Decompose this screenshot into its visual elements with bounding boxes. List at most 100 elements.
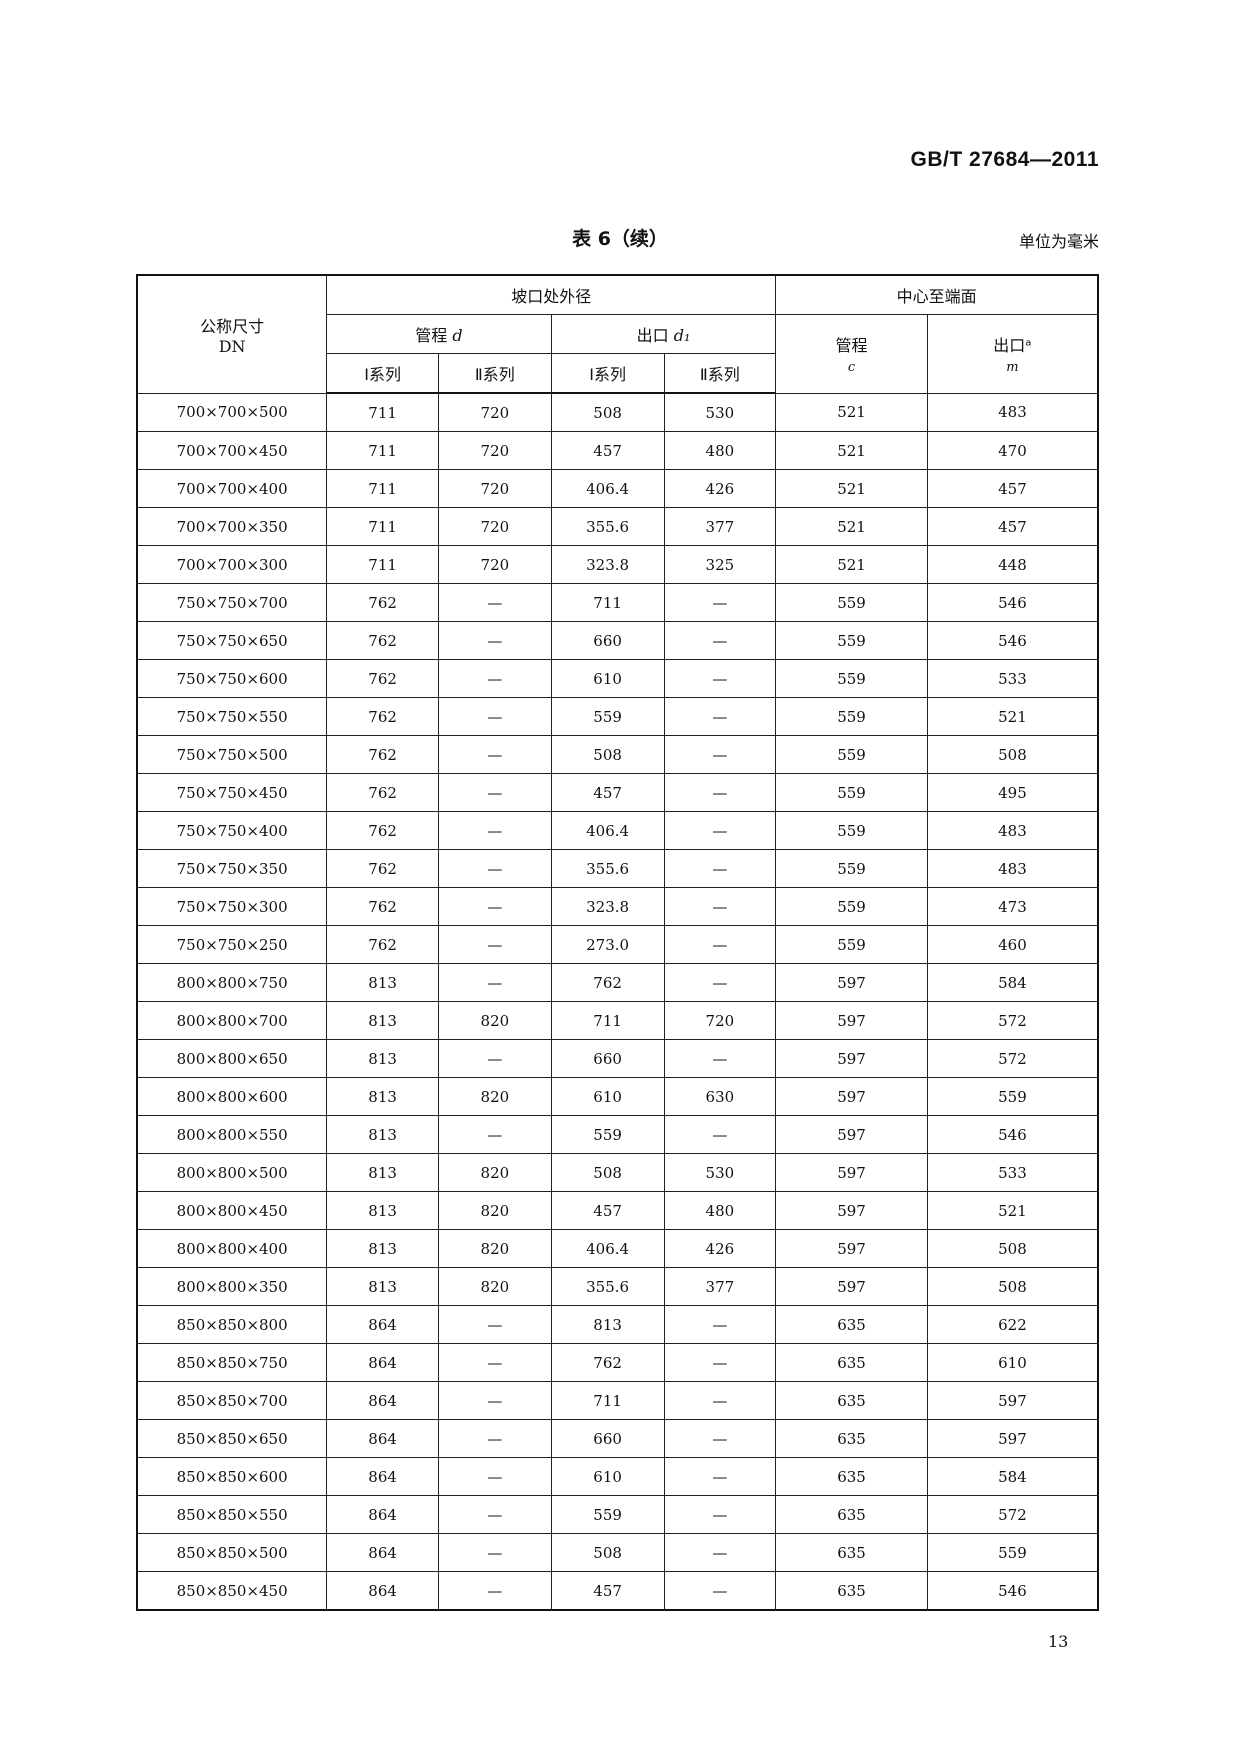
table-cell: 711 — [326, 507, 439, 546]
table-cell: 635 — [775, 1343, 928, 1382]
table-cell: 864 — [326, 1533, 439, 1572]
table-cell: 635 — [775, 1533, 928, 1572]
table-cell: 864 — [326, 1419, 439, 1458]
table-cell: — — [663, 1457, 777, 1496]
table-cell: — — [437, 1571, 552, 1611]
table-cell: 800×800×450 — [136, 1191, 328, 1230]
table-cell: 325 — [663, 545, 777, 584]
table-row: 800×800×650 813—660—597 572 — [136, 1039, 1099, 1078]
table-cell: 508 — [550, 1533, 665, 1572]
table-cell: 813 — [326, 1039, 439, 1078]
table-cell: 521 — [926, 1191, 1099, 1230]
table-cell: 813 — [326, 1153, 439, 1192]
table-cell: — — [663, 1419, 777, 1458]
header-run-d: 管程 d — [326, 314, 552, 354]
table-cell: 521 — [775, 431, 928, 470]
table-cell: — — [437, 735, 552, 774]
table-cell: 597 — [775, 1077, 928, 1116]
table-cell: 850×850×550 — [136, 1495, 328, 1534]
table-cell: 355.6 — [550, 1267, 665, 1306]
header-run-c: 管程 c — [775, 314, 928, 394]
table-row: 750×750×700 762—711—559 546 — [136, 583, 1099, 622]
table-cell: 800×800×500 — [136, 1153, 328, 1192]
header-center: 中心至端面 — [775, 274, 1099, 315]
table-cell: 800×800×650 — [136, 1039, 328, 1078]
table-cell: 820 — [437, 1153, 552, 1192]
table-row: 750×750×350 762—355.6—559 483 — [136, 849, 1099, 888]
table-cell: 700×700×350 — [136, 507, 328, 546]
table-cell: 850×850×800 — [136, 1305, 328, 1344]
table-cell: 711 — [326, 545, 439, 584]
table-cell: 762 — [326, 887, 439, 926]
table-cell: 850×850×450 — [136, 1571, 328, 1611]
header-outlet-d-label: 出口 — [636, 326, 669, 345]
table-cell: — — [663, 1039, 777, 1078]
table-cell: 820 — [437, 1267, 552, 1306]
table-cell: — — [663, 621, 777, 660]
table-row: 750×750×300 762—323.8—559 473 — [136, 887, 1099, 926]
table-cell: 559 — [775, 849, 928, 888]
table-row: 800×800×450 813 820 457 480 597 521 — [136, 1191, 1099, 1230]
table-cell: 864 — [326, 1495, 439, 1534]
table-cell: 800×800×700 — [136, 1001, 328, 1040]
table-row: 850×850×800 864—813—635 622 — [136, 1305, 1099, 1344]
table-cell: 750×750×650 — [136, 621, 328, 660]
header-outlet-m-symbol: m — [1006, 360, 1019, 376]
header-run-series2: Ⅱ系列 — [437, 353, 552, 394]
table-cell: 800×800×350 — [136, 1267, 328, 1306]
table-cell: 850×850×600 — [136, 1457, 328, 1496]
table-cell: — — [437, 1457, 552, 1496]
table-cell: — — [663, 1305, 777, 1344]
table-cell: 711 — [326, 469, 439, 508]
header-outlet-d: 出口 d₁ — [550, 314, 777, 354]
table-cell: 813 — [326, 1267, 439, 1306]
table-cell: 700×700×300 — [136, 545, 328, 584]
table-cell: — — [663, 811, 777, 850]
table-cell: 635 — [775, 1305, 928, 1344]
table-cell: 559 — [775, 925, 928, 964]
table-cell: 508 — [926, 1229, 1099, 1268]
table-cell: 457 — [550, 773, 665, 812]
table-row: 700×700×400 711 720 406.4 426 521 457 — [136, 469, 1099, 508]
table-cell: 762 — [326, 697, 439, 736]
table-cell: 559 — [775, 659, 928, 698]
table-cell: 800×800×550 — [136, 1115, 328, 1154]
table-cell: 457 — [926, 469, 1099, 508]
table-cell: 720 — [437, 507, 552, 546]
table-cell: 546 — [926, 1571, 1099, 1611]
table-cell: 762 — [326, 773, 439, 812]
table-cell: 572 — [926, 1495, 1099, 1534]
table-cell: 457 — [550, 431, 665, 470]
table-cell: 610 — [550, 659, 665, 698]
table-cell: 559 — [775, 735, 928, 774]
table-cell: 750×750×300 — [136, 887, 328, 926]
table-cell: 720 — [437, 431, 552, 470]
table-cell: 508 — [550, 1153, 665, 1192]
table-cell: 635 — [775, 1571, 928, 1611]
table-cell: — — [437, 1305, 552, 1344]
table-cell: 750×750×700 — [136, 583, 328, 622]
table-cell: 864 — [326, 1457, 439, 1496]
standard-number: GB/T 27684—2011 — [910, 148, 1099, 171]
table-cell: — — [437, 1115, 552, 1154]
table-row: 850×850×500 864—508—635 559 — [136, 1533, 1099, 1572]
table-cell: 530 — [663, 1153, 777, 1192]
table-cell: 559 — [775, 811, 928, 850]
table-cell: 457 — [550, 1191, 665, 1230]
table-cell: 864 — [326, 1305, 439, 1344]
table-cell: — — [663, 773, 777, 812]
table-row: 750×750×250 762—273.0—559 460 — [136, 925, 1099, 964]
table-cell: 521 — [775, 392, 928, 432]
table-cell: 762 — [550, 1343, 665, 1382]
table-cell: 820 — [437, 1001, 552, 1040]
table-cell: 473 — [926, 887, 1099, 926]
table-cell: — — [437, 1533, 552, 1572]
table-cell: 559 — [775, 887, 928, 926]
table-cell: — — [663, 1533, 777, 1572]
table-cell: 546 — [926, 1115, 1099, 1154]
table-cell: 355.6 — [550, 507, 665, 546]
table-cell: 533 — [926, 1153, 1099, 1192]
table-cell: 720 — [437, 469, 552, 508]
table-cell: 559 — [926, 1533, 1099, 1572]
table-row: 700×700×500 711 720 508 530 521 483 — [136, 392, 1099, 432]
